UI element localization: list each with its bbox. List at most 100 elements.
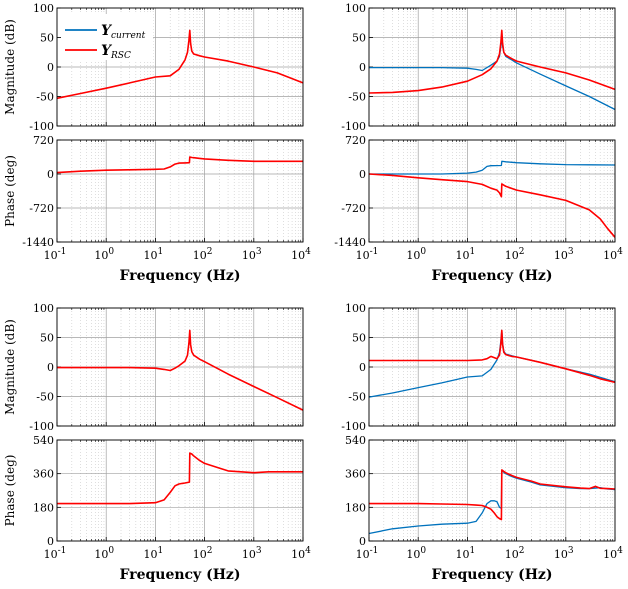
plot-area xyxy=(57,440,303,541)
panel-C-phase: 0 180 360 540 10-1 100 101 102 103 104 Frequency (… xyxy=(3,434,311,583)
y-tick-label: 360 xyxy=(345,468,366,481)
x-tick-label: 104 xyxy=(291,546,311,561)
plot-frame xyxy=(56,307,304,427)
x-tick-label: 103 xyxy=(242,546,262,561)
x-tick-label: 104 xyxy=(603,247,623,262)
y-tick-label: 100 xyxy=(33,302,54,315)
plot-area xyxy=(369,440,615,541)
series-line-Y_RSC xyxy=(369,329,616,384)
y-tick-label: 100 xyxy=(345,302,366,315)
x-tick-label: 104 xyxy=(291,247,311,262)
y-tick-label: 180 xyxy=(345,501,366,514)
x-tick-label: 100 xyxy=(406,247,426,262)
y-tick-label: -50 xyxy=(36,391,54,404)
y-tick-label: 360 xyxy=(33,468,54,481)
legend-entry: Ycurrent xyxy=(101,23,146,41)
plot-frame xyxy=(56,139,304,243)
y-tick-label: -1440 xyxy=(22,236,54,249)
y-tick-label: 50 xyxy=(40,332,54,345)
x-tick-label: 101 xyxy=(144,247,164,262)
y-tick-label: 0 xyxy=(47,361,54,374)
x-axis-label: Frequency (Hz) xyxy=(120,268,241,284)
y-tick-label: -50 xyxy=(348,391,366,404)
x-tick-label: 10-1 xyxy=(356,247,379,262)
y-axis-label: Phase (deg) xyxy=(3,155,17,227)
plot-frame xyxy=(56,439,304,542)
y-tick-label: -100 xyxy=(341,420,366,433)
legend-entry: YRSC xyxy=(101,43,131,61)
y-tick-label: -1440 xyxy=(334,236,366,249)
y-tick-label: 0 xyxy=(47,535,54,548)
panel-D-magnitude: -100 -50 0 50 100 xyxy=(341,302,616,433)
x-tick-label: 102 xyxy=(193,247,213,262)
x-tick-label: 103 xyxy=(554,546,574,561)
y-tick-label: 720 xyxy=(33,134,54,147)
y-tick-label: -720 xyxy=(29,202,54,215)
series-line-Y_current xyxy=(369,160,616,175)
y-tick-label: -100 xyxy=(29,420,54,433)
y-tick-label: 540 xyxy=(33,434,54,447)
series-line-Y_RSC xyxy=(369,469,616,521)
x-tick-label: 100 xyxy=(94,546,114,561)
panel-D-phase: 0 180 360 540 10-1 100 101 102 103 104 Frequency (… xyxy=(345,434,623,583)
plot-frame xyxy=(56,7,304,127)
x-tick-label: 101 xyxy=(456,247,476,262)
legend-box xyxy=(61,14,153,60)
x-tick-label: 101 xyxy=(456,546,476,561)
x-tick-label: 104 xyxy=(603,546,623,561)
x-axis-label: Frequency (Hz) xyxy=(432,268,553,284)
y-tick-label: 0 xyxy=(359,361,366,374)
y-tick-label: -50 xyxy=(348,91,366,104)
y-tick-label: -720 xyxy=(341,202,366,215)
y-tick-label: 0 xyxy=(47,61,54,74)
x-tick-label: 100 xyxy=(406,546,426,561)
legend: Ycurrent YRSC xyxy=(61,14,153,61)
x-tick-label: 102 xyxy=(505,247,525,262)
panel-A-phase: -1440 -720 0 720 10-1 100 101 102 103 104 Frequenc… xyxy=(3,134,311,284)
y-tick-label: 0 xyxy=(47,168,54,181)
y-tick-label: 50 xyxy=(352,32,366,45)
plot-area xyxy=(57,140,303,242)
x-tick-label: 10-1 xyxy=(44,546,67,561)
plot-frame xyxy=(368,307,616,427)
x-tick-label: 10-1 xyxy=(44,247,67,262)
panel-B-phase: -1440 -720 0 720 10-1 100 101 102 103 104 Frequenc… xyxy=(334,134,623,284)
y-tick-label: 0 xyxy=(359,61,366,74)
series-line-Y_RSC xyxy=(57,452,303,505)
y-tick-label: -50 xyxy=(36,91,54,104)
series-line-Y_RSC xyxy=(57,329,304,411)
plot-area xyxy=(369,140,615,242)
series-line-Y_RSC xyxy=(56,156,303,174)
x-tick-label: 102 xyxy=(505,546,525,561)
y-tick-label: 0 xyxy=(359,535,366,548)
y-axis-label: Phase (deg) xyxy=(3,455,17,527)
x-tick-label: 10-1 xyxy=(356,546,379,561)
series-line-Y_RSC xyxy=(368,29,616,94)
y-tick-label: 50 xyxy=(352,332,366,345)
x-tick-label: 101 xyxy=(144,546,164,561)
series-line-Y_RSC xyxy=(56,29,304,100)
y-tick-label: 540 xyxy=(345,434,366,447)
y-tick-label: -100 xyxy=(29,120,54,133)
x-tick-label: 103 xyxy=(242,247,262,262)
x-tick-label: 102 xyxy=(193,546,213,561)
y-tick-label: 100 xyxy=(345,2,366,15)
x-axis-label: Frequency (Hz) xyxy=(432,567,553,583)
y-tick-label: 720 xyxy=(345,134,366,147)
y-tick-label: 0 xyxy=(359,168,366,181)
plot-frame xyxy=(368,139,616,243)
panel-C-magnitude: -100 -50 0 50 100 Magnitude (dB) xyxy=(3,302,304,433)
plot-frame xyxy=(368,439,616,542)
y-tick-label: 180 xyxy=(33,501,54,514)
panel-A-magnitude: -100 -50 0 50 100 Magnitude (dB) Ycurrent YRSC xyxy=(3,2,304,133)
x-axis-label: Frequency (Hz) xyxy=(120,567,241,583)
series-line-Y_RSC xyxy=(368,173,616,238)
y-tick-label: -100 xyxy=(341,120,366,133)
y-tick-label: 100 xyxy=(33,2,54,15)
x-tick-label: 103 xyxy=(554,247,574,262)
panel-B-magnitude: -100 -50 0 50 100 xyxy=(341,2,616,133)
plot-frame xyxy=(368,7,616,127)
y-axis-label: Magnitude (dB) xyxy=(3,19,17,115)
y-axis-label: Magnitude (dB) xyxy=(3,319,17,415)
